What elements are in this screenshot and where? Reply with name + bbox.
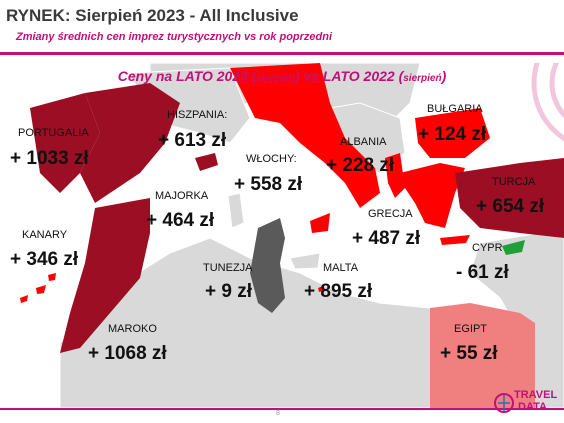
footer-rule xyxy=(0,408,564,410)
spain-shape xyxy=(80,83,180,203)
majorca-shape xyxy=(195,153,218,171)
morocco-shape xyxy=(60,198,150,353)
country-label-hiszpania: HISZPANIA: xyxy=(167,109,228,121)
logo-text-data: DATA xyxy=(518,401,547,413)
sicily-shape xyxy=(310,213,330,233)
country-label-malta: MALTA xyxy=(323,262,359,274)
price-kanary: + 346 zł xyxy=(10,249,79,270)
decorative-rings xyxy=(531,63,564,142)
header-rule xyxy=(0,52,564,55)
country-label-albania: ALBANIA xyxy=(340,136,387,148)
bulgaria-shape xyxy=(415,108,490,158)
mediterranean-map xyxy=(20,63,564,408)
crete-shape xyxy=(440,235,470,245)
price-portugalia: + 1033 zł xyxy=(10,148,89,169)
price-egipt: + 55 zł xyxy=(440,343,498,364)
slide-title: RYNEK: Sierpień 2023 - All Inclusive xyxy=(6,6,299,25)
country-label-maroko: MAROKO xyxy=(108,323,157,335)
country-label-turcja: TURCJA xyxy=(492,176,536,188)
country-label-grecja: GRECJA xyxy=(368,208,413,220)
country-label-portugalia: PORTUGALIA xyxy=(18,127,89,139)
price-tunezja: + 9 zł xyxy=(205,281,252,302)
cyprus-shape xyxy=(502,240,525,255)
country-label-tunezja: TUNEZJA xyxy=(203,262,253,274)
price-wlochy: + 558 zł xyxy=(234,174,303,195)
country-label-majorka: MAJORKA xyxy=(155,190,209,202)
malta-shape xyxy=(318,286,324,292)
slide-subtitle: Zmiany średnich cen imprez turystycznych… xyxy=(16,31,333,43)
page-number: 8 xyxy=(276,410,280,417)
country-label-cypr: CYPR xyxy=(472,242,503,254)
price-bulgaria: + 124 zł xyxy=(418,124,487,145)
travel-data-logo: TRAVEL DATA xyxy=(494,386,560,418)
price-maroko: + 1068 zł xyxy=(88,343,167,364)
price-cypr: - 61 zł xyxy=(456,262,509,283)
price-grecja: + 487 zł xyxy=(352,228,421,249)
greece-shape xyxy=(400,163,465,228)
country-label-kanary: KANARY xyxy=(22,229,68,241)
price-turcja: + 654 zł xyxy=(476,196,545,217)
price-hiszpania: + 613 zł xyxy=(158,130,227,151)
country-label-wlochy: WŁOCHY: xyxy=(246,153,297,165)
price-majorka: + 464 zł xyxy=(146,210,215,231)
price-albania: + 228 zł xyxy=(326,155,395,176)
country-label-bulgaria: BUŁGARIA xyxy=(427,103,483,115)
country-label-egipt: EGIPT xyxy=(454,323,488,335)
turkey-shape xyxy=(455,158,564,238)
egypt-shape xyxy=(430,303,535,408)
logo-text-travel: TRAVEL xyxy=(514,389,558,401)
albania-shape xyxy=(385,153,405,198)
italy-shape xyxy=(230,63,380,208)
canary-islands-shape xyxy=(20,273,56,303)
price-malta: + 895 zł xyxy=(304,281,373,302)
tunisia-shape xyxy=(250,218,285,313)
map-heading: Ceny na LATO 2023 (sierpień) vs LATO 202… xyxy=(117,68,447,84)
logo-emblem-icon xyxy=(494,393,514,413)
